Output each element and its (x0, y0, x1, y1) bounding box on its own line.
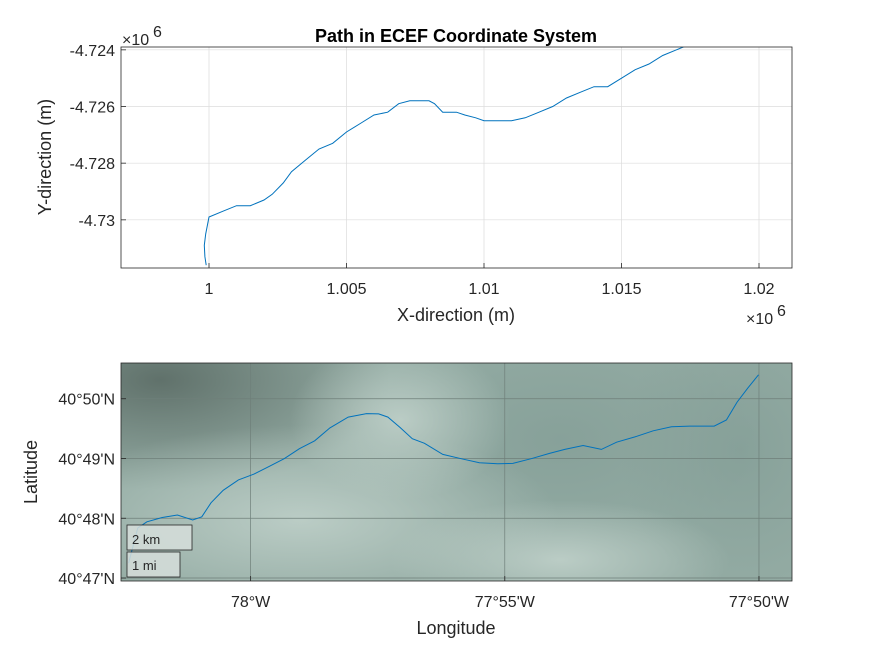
ecef-y-tick-label: -4.724 (70, 43, 115, 60)
geo-y-tick-label: 40°49'N (58, 451, 115, 468)
ecef-y-label: Y-direction (m) (35, 99, 55, 215)
geo-grid (121, 363, 792, 581)
ecef-x-tick-label: 1.005 (326, 281, 366, 298)
ecef-plot: 1 1.005 1.01 1.015 1.02 -4.724 -4.726 -4.728 -4.… (35, 24, 793, 328)
geo-plot: 2 km 1 mi 78°W 77°55'W 77°50'W 40°50'N 40°49… (21, 362, 793, 638)
scale-bar-mi (126, 551, 181, 578)
ecef-x-tick-label: 1.02 (743, 281, 774, 298)
ecef-y-multiplier-exp: 6 (153, 24, 162, 41)
geo-x-tick-label: 77°50'W (729, 594, 790, 611)
ecef-x-tick-label: 1.015 (601, 281, 641, 298)
geo-tick-labels: 78°W 77°55'W 77°50'W 40°50'N 40°49'N 40°48'N 4… (58, 392, 790, 611)
ecef-axes-box (120, 46, 793, 269)
geo-axes-box (120, 362, 793, 582)
geo-path-line (128, 374, 759, 564)
ecef-tick-labels: 1 1.005 1.01 1.015 1.02 -4.724 -4.726 -4.728 -4.… (70, 43, 775, 298)
geo-x-label: Longitude (416, 618, 495, 638)
ecef-x-tick-label: 1 (205, 281, 214, 298)
geo-y-tick-label: 40°48'N (58, 511, 115, 528)
scale-bar-km (126, 524, 193, 551)
ecef-x-tick-label: 1.01 (468, 281, 499, 298)
scale-bar-km-label: 2 km (132, 532, 160, 547)
scale-bar-mi-label: 1 mi (132, 558, 157, 573)
ecef-y-tick-label: -4.728 (70, 156, 115, 173)
ecef-x-label: X-direction (m) (397, 305, 515, 325)
ecef-y-tick-label: -4.726 (70, 100, 115, 117)
ecef-x-multiplier-exp: 6 (777, 303, 786, 320)
basemap-terrain (121, 363, 792, 581)
ecef-x-multiplier-base: ×10 (746, 311, 773, 328)
ecef-path-line (203, 47, 721, 266)
geo-y-label: Latitude (21, 440, 41, 504)
ecef-y-tick-label: -4.73 (79, 213, 116, 230)
ecef-y-multiplier-base: ×10 (122, 32, 149, 49)
geo-y-tick-label: 40°47'N (58, 571, 115, 588)
ecef-plot-area (121, 47, 792, 268)
ecef-x-multiplier: ×10 6 (746, 303, 786, 328)
geo-x-tick-label: 77°55'W (475, 594, 536, 611)
ecef-grid (121, 47, 792, 268)
ecef-y-multiplier: ×10 6 (122, 24, 162, 49)
scale-bar: 2 km 1 mi (126, 524, 193, 578)
ecef-title: Path in ECEF Coordinate System (315, 26, 597, 46)
geo-x-tick-label: 78°W (231, 594, 271, 611)
geo-y-tick-label: 40°50'N (58, 392, 115, 409)
